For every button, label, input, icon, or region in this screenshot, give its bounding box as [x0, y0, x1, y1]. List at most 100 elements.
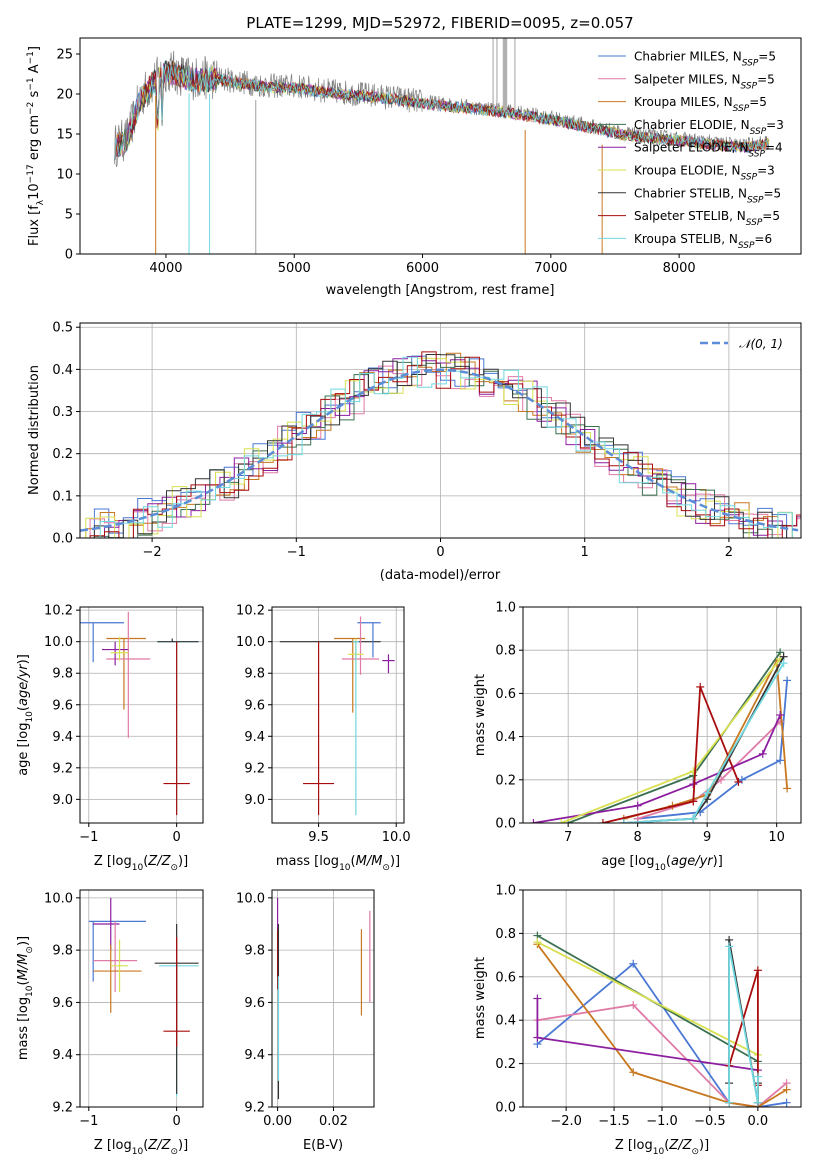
plot-area	[279, 616, 395, 816]
mass-weight-marker	[753, 1072, 762, 1081]
x-axis-label: (data-model)/error	[380, 568, 501, 583]
y-axis-label: Normed distribution	[27, 365, 42, 495]
y-tick-label: 0	[65, 248, 73, 263]
mass-weight-marker	[779, 659, 788, 668]
y-tick-label: 9.4	[52, 1048, 73, 1063]
y-tick-label: 0.0	[495, 817, 516, 832]
y-tick-label: 0.6	[495, 970, 516, 985]
y-tick-label: 10	[56, 168, 73, 183]
y-tick-label: 9.2	[244, 761, 265, 776]
mass-weight-marker	[557, 819, 566, 823]
x-tick-label: 1	[581, 545, 589, 560]
x-axis-label: E(B-V)	[303, 1138, 343, 1153]
gridlines	[272, 890, 374, 1108]
mass-weight-marker	[629, 1001, 638, 1010]
y-tick-label: 9.4	[244, 730, 265, 745]
error-bar-point	[357, 622, 381, 658]
y-tick-label: 0.5	[52, 321, 73, 336]
x-tick-label: 7000	[534, 261, 567, 276]
gridlines	[80, 890, 203, 1108]
error-bar-point	[352, 641, 359, 816]
legend-label: Chabrier MILES, NSSP=5	[634, 50, 776, 69]
gridlines	[523, 889, 801, 1108]
legend-label: Salpeter MILES, NSSP=5	[634, 72, 775, 91]
y-tick-label: 1.0	[495, 601, 516, 616]
error-bar-point	[93, 921, 138, 992]
x-tick-label: 2	[725, 545, 733, 560]
y-tick-label: 0.2	[52, 447, 73, 462]
legend-label: Chabrier STELIB, NSSP=5	[634, 186, 781, 205]
x-tick-label: 4000	[149, 261, 182, 276]
y-tick-label: 0.8	[495, 644, 516, 659]
model-spectrum-line	[114, 65, 770, 161]
x-tick-label: −2	[143, 545, 162, 560]
x-axis-label: mass [log10(M/M⊙)]	[276, 854, 400, 873]
mass-weight-marker	[783, 676, 792, 685]
x-tick-label: −1	[79, 830, 98, 845]
mass-weight-marker	[619, 819, 628, 823]
axes-weight-age: 7 8 9 10 0.0 0.2 0.4 0.6 0.8 1.0	[495, 601, 802, 845]
plot-area	[80, 351, 801, 538]
y-tick-label: 0.3	[52, 405, 73, 420]
x-tick-label: 0.0	[748, 1114, 769, 1129]
y-axis-label: mass weight	[473, 674, 488, 756]
x-tick-label: −2.0	[550, 1114, 582, 1129]
x-axis-label: Z [log10(Z/Z⊙)]	[94, 1138, 188, 1157]
residual-histogram	[80, 356, 801, 538]
y-tick-label: 0.4	[495, 730, 516, 745]
axes-mass-Z: −1 0 9.2 9.4 9.6 9.8 10.0	[44, 889, 204, 1129]
y-tick-label: 10.0	[236, 891, 265, 906]
mass-weight-marker	[776, 756, 785, 765]
mass-weight-line	[536, 998, 759, 1071]
legend-label: 𝒩(0, 1)	[739, 337, 783, 351]
mass-weight-marker	[533, 938, 542, 947]
mass-weight-marker	[533, 1033, 542, 1042]
y-tick-label: 9.6	[244, 996, 265, 1011]
y-tick-label: 0.0	[52, 532, 73, 547]
x-tick-label: 0.00	[263, 1114, 292, 1129]
mass-weight-marker	[776, 711, 785, 719]
y-tick-label: 10.0	[44, 891, 73, 906]
x-axis-label: wavelength [Angstrom, rest frame]	[326, 283, 555, 298]
axes-frame	[79, 889, 204, 1108]
axes-age-mass: 9.5 10.0 9.0 9.2 9.4 9.6 9.8 10.0 10.2	[236, 604, 411, 845]
gridlines	[523, 606, 801, 824]
y-axis-label: mass [log10(M/M⊙)]	[16, 936, 35, 1060]
error-bar-point	[106, 637, 146, 710]
mass-weight-line	[728, 970, 759, 1107]
x-tick-label: −0.5	[694, 1114, 726, 1129]
legend-label: Chabrier ELODIE, NSSP=3	[634, 118, 784, 137]
axes-age-Z: −1 0 9.0 9.2 9.4 9.6 9.8 10.0 10.2	[44, 604, 204, 845]
y-tick-label: 9.8	[52, 667, 73, 682]
residual-histogram	[80, 351, 801, 538]
residual-histogram	[80, 357, 801, 538]
error-bar-point	[110, 939, 129, 992]
y-tick-label: 10.2	[236, 604, 265, 619]
error-bar-point	[341, 616, 380, 675]
y-tick-label: 25	[56, 48, 73, 63]
mass-weight-marker	[753, 1098, 762, 1107]
x-tick-label: 9	[703, 830, 711, 845]
x-tick-label: 0	[436, 545, 444, 560]
legend: Chabrier MILES, NSSP=5 Salpeter MILES, NS…	[598, 50, 784, 251]
mass-weight-marker	[533, 994, 542, 1003]
x-tick-label: 5000	[278, 261, 311, 276]
x-tick-label: 8	[634, 830, 642, 845]
error-bar-point	[101, 641, 129, 666]
y-tick-label: 0.4	[495, 1014, 516, 1029]
y-tick-label: 9.0	[52, 793, 73, 808]
x-tick-label: 9.5	[308, 830, 329, 845]
gridlines	[80, 607, 203, 823]
error-bar-point	[157, 641, 199, 816]
mass-weight-marker	[758, 749, 767, 758]
residual-histogram	[80, 365, 801, 538]
x-tick-label: 6000	[406, 261, 439, 276]
axes-frame	[79, 606, 204, 824]
x-tick-label: 10.0	[382, 830, 411, 845]
x-tick-label: −1	[287, 545, 306, 560]
plot-area	[114, 38, 770, 254]
x-tick-label: 10	[768, 830, 785, 845]
x-tick-label: −1.0	[646, 1114, 678, 1129]
plot-area	[88, 897, 199, 1097]
y-tick-label: 5	[65, 208, 73, 223]
